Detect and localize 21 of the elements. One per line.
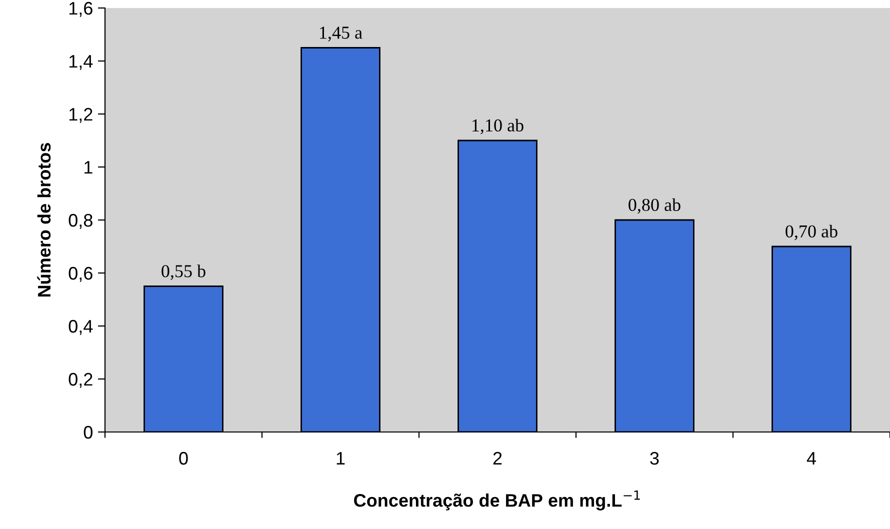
y-tick-label: 0,4 xyxy=(68,320,93,335)
y-tick-label: 0,6 xyxy=(68,266,92,282)
y-tick-label: 0,2 xyxy=(68,372,92,388)
data-label: 0,80 ab xyxy=(628,198,680,214)
y-tick-label: 1,6 xyxy=(69,2,92,17)
x-axis-title: Concentração de BAP em mg.L$^{−1}$ xyxy=(354,490,640,510)
y-tick-label: 0,8 xyxy=(68,214,92,229)
data-label: 1,10 ab xyxy=(472,118,524,134)
x-tick-label: 1 xyxy=(336,452,345,465)
y-axis-title: Número de brotos xyxy=(37,142,51,297)
x-tick-label: 3 xyxy=(650,452,659,465)
data-label: 1,45 a xyxy=(320,26,362,42)
y-tick-label: 1,4 xyxy=(69,55,93,70)
y-tick-label: 1 xyxy=(84,161,92,174)
x-tick-label: 4 xyxy=(806,452,816,465)
data-label: 0,70 ab xyxy=(786,224,838,240)
data-label: 0,55 b xyxy=(162,264,206,280)
x-tick-label: 0 xyxy=(179,452,188,465)
y-tick-label: 0 xyxy=(84,426,92,439)
y-tick-label: 1,2 xyxy=(69,108,92,123)
x-tick-label: 2 xyxy=(493,452,502,465)
